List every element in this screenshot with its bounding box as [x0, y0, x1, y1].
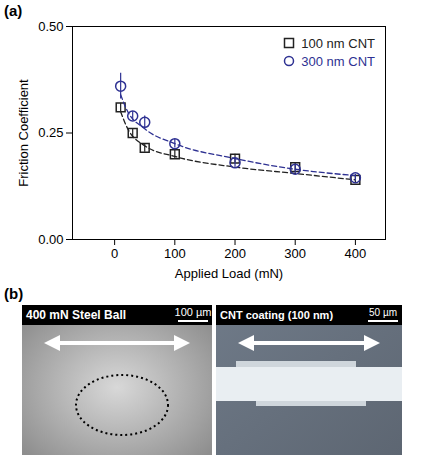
svg-text:400 mN Steel Ball: 400 mN Steel Ball: [26, 308, 126, 322]
html-text:100 nm CNT: 100 nm CNT: [301, 35, 375, 51]
html-text:300 nm CNT: 300 nm CNT: [301, 53, 375, 69]
svg-text:0.00: 0.00: [38, 232, 63, 247]
svg-text:200: 200: [224, 246, 246, 261]
svg-text:CNT coating (100 nm): CNT coating (100 nm): [220, 309, 333, 321]
svg-text:300: 300: [284, 246, 306, 261]
svg-text:Applied Load (mN): Applied Load (mN): [175, 266, 283, 281]
svg-text:Friction Coefficient: Friction Coefficient: [16, 79, 31, 187]
svg-text:100 µm: 100 µm: [175, 306, 212, 318]
svg-text:400: 400: [345, 246, 367, 261]
svg-text:0.25: 0.25: [38, 125, 63, 140]
svg-text:0.50: 0.50: [38, 19, 63, 34]
html-text:(a): (a): [4, 2, 23, 19]
svg-text:0: 0: [111, 246, 118, 261]
html-text:(b): (b): [4, 285, 24, 302]
svg-text:100: 100: [164, 246, 186, 261]
svg-text:50 µm: 50 µm: [369, 307, 397, 318]
